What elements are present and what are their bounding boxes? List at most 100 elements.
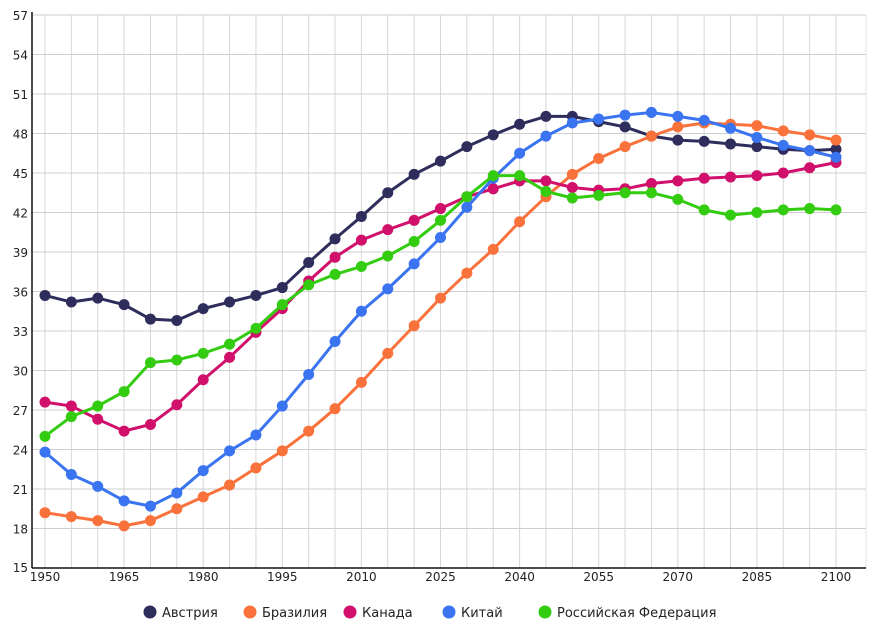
y-tick-label: 24	[13, 444, 28, 458]
data-point	[118, 495, 130, 507]
data-point	[830, 151, 842, 163]
data-point	[435, 214, 446, 226]
legend[interactable]: Австрия Бразилия Канада Китай Российская Фед…	[143, 605, 717, 622]
series-4	[39, 170, 842, 442]
y-tick-label: 30	[13, 365, 28, 379]
data-point	[39, 396, 51, 408]
data-point	[39, 289, 51, 301]
x-tick-label: 2085	[742, 570, 773, 584]
data-point	[408, 235, 420, 247]
data-point	[514, 118, 526, 130]
data-point	[197, 303, 209, 315]
data-point	[698, 172, 710, 184]
data-point	[224, 351, 236, 363]
legend-item[interactable]: Бразилия	[243, 605, 328, 622]
data-point	[329, 268, 341, 280]
legend-item[interactable]: Австрия	[143, 605, 218, 622]
data-point	[830, 143, 842, 155]
data-point	[514, 216, 526, 228]
data-point	[65, 411, 77, 423]
data-point	[645, 130, 657, 142]
data-point	[593, 189, 605, 201]
data-point	[39, 507, 51, 519]
data-point	[540, 130, 552, 142]
data-point	[777, 167, 789, 179]
data-point	[777, 139, 789, 151]
legend-label: Российская Федерация	[557, 606, 716, 621]
y-tick-label: 42	[13, 207, 28, 221]
data-point	[672, 193, 684, 205]
data-point	[329, 336, 341, 348]
data-point	[540, 110, 552, 122]
data-point	[804, 145, 816, 157]
data-point	[92, 400, 104, 412]
legend-item[interactable]: Канада	[343, 605, 413, 622]
data-point	[144, 515, 156, 527]
data-point	[250, 289, 262, 301]
data-point	[566, 181, 578, 193]
legend-label: Бразилия	[262, 606, 327, 621]
y-tick-label: 54	[13, 49, 28, 63]
x-tick-label: 1965	[109, 570, 140, 584]
data-point	[329, 403, 341, 415]
data-point	[329, 233, 341, 245]
data-point	[435, 232, 446, 244]
y-tick-label: 51	[13, 88, 28, 102]
data-point	[408, 168, 420, 180]
data-point	[65, 469, 77, 481]
data-point	[329, 251, 341, 263]
data-point	[435, 203, 446, 215]
y-tick-label: 48	[13, 128, 28, 142]
data-point	[514, 147, 526, 159]
data-point	[619, 109, 631, 121]
data-point	[804, 203, 816, 215]
data-point	[224, 338, 236, 350]
legend-item[interactable]: Российская Федерация	[538, 605, 717, 622]
data-point	[355, 376, 367, 388]
data-point	[408, 258, 420, 270]
legend-marker-icon	[343, 605, 357, 619]
data-point	[645, 187, 657, 199]
data-point	[435, 292, 446, 304]
y-tick-label: 15	[13, 561, 28, 575]
y-tick-label: 36	[13, 286, 28, 300]
data-point	[751, 141, 763, 153]
data-point	[461, 267, 473, 279]
data-point	[92, 480, 104, 492]
y-tick-label: 18	[13, 523, 28, 537]
data-point	[672, 134, 684, 146]
data-point	[65, 400, 77, 412]
data-point	[461, 191, 473, 203]
legend-marker-icon	[538, 605, 552, 619]
data-point	[197, 465, 209, 477]
data-point	[171, 354, 183, 366]
data-point	[171, 503, 183, 515]
y-tick-label: 39	[13, 246, 28, 260]
data-point	[250, 462, 262, 474]
data-point	[65, 511, 77, 523]
data-point	[303, 257, 315, 269]
data-point	[461, 201, 473, 213]
data-point	[514, 170, 526, 182]
x-tick-label: 2025	[425, 570, 456, 584]
data-point	[92, 292, 104, 304]
data-point	[461, 141, 473, 153]
data-point	[303, 425, 315, 437]
legend-marker-icon	[243, 605, 257, 619]
data-point	[408, 214, 420, 226]
data-point	[435, 155, 446, 167]
data-point	[197, 374, 209, 386]
data-point	[250, 322, 262, 334]
data-point	[672, 121, 684, 133]
data-point	[39, 430, 51, 442]
data-point	[751, 207, 763, 218]
legend-item[interactable]: Китай	[442, 605, 503, 622]
data-point	[540, 175, 552, 187]
x-tick-label: 1980	[188, 570, 219, 584]
data-point	[487, 129, 499, 141]
data-point	[566, 168, 578, 180]
legend-marker-icon	[143, 605, 157, 619]
data-point	[751, 120, 763, 132]
data-point	[118, 299, 130, 311]
legend-label: Канада	[362, 606, 413, 621]
